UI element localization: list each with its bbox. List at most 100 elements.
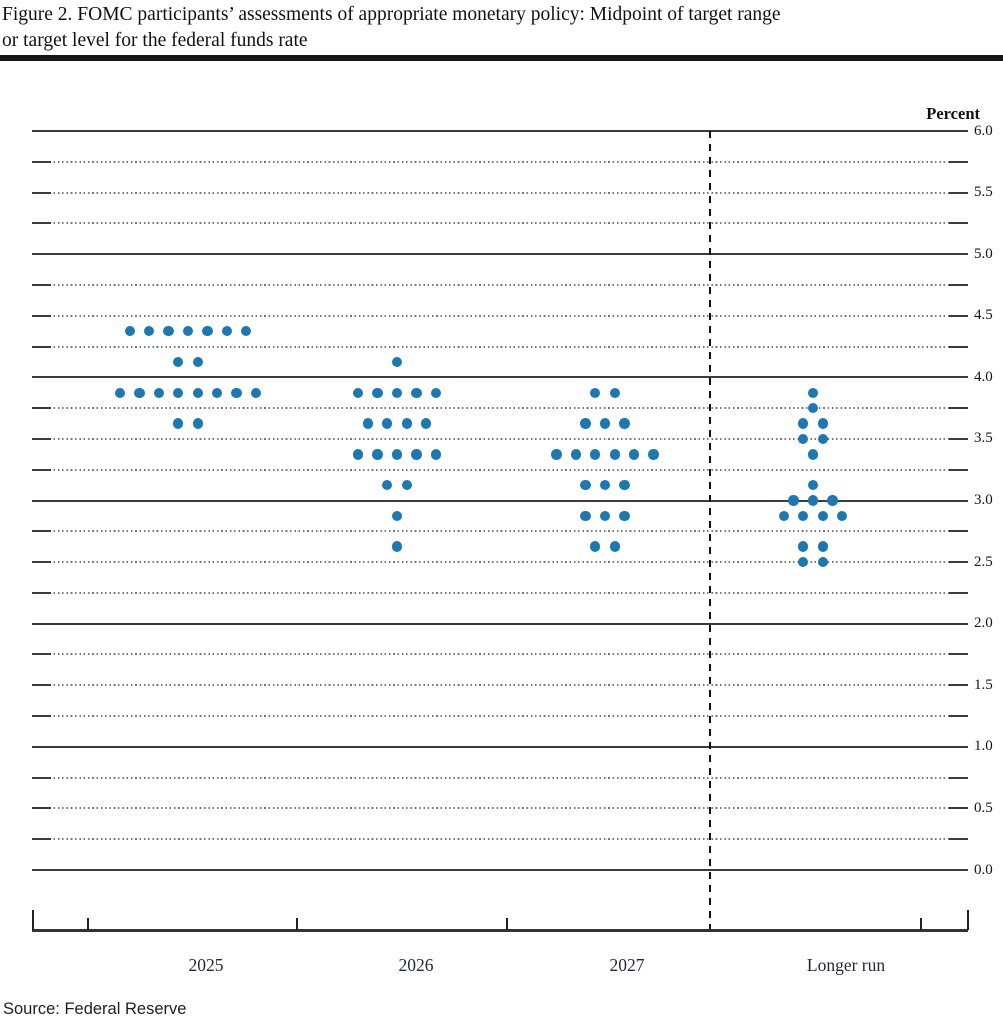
x-axis-tick xyxy=(32,910,35,930)
projection-dot xyxy=(231,387,242,398)
projection-dot xyxy=(551,449,562,460)
projection-dot xyxy=(836,510,848,522)
projection-dot xyxy=(173,356,184,368)
projection-dot xyxy=(401,479,412,491)
projection-dot xyxy=(648,449,659,460)
y-axis-tick-label: 5.5 xyxy=(974,184,993,201)
gridline-dotted xyxy=(32,407,968,410)
gridline-end-tick xyxy=(32,160,51,163)
projection-dot xyxy=(590,449,601,460)
gridline-end-tick xyxy=(32,314,51,317)
projection-dot xyxy=(599,418,611,429)
x-axis-tick xyxy=(506,918,509,930)
projection-dot xyxy=(599,510,611,522)
y-axis-tick-label: 4.0 xyxy=(974,368,993,385)
gridline-end-tick xyxy=(949,561,968,564)
projection-dot xyxy=(250,387,262,398)
projection-dot xyxy=(192,356,203,368)
gridline-end-tick xyxy=(949,437,968,440)
y-axis-tick-label: 0.5 xyxy=(974,799,993,816)
gridline-end-tick xyxy=(949,776,968,779)
projection-dot xyxy=(798,433,809,445)
projection-dot xyxy=(382,418,393,429)
projection-dot xyxy=(778,510,790,522)
gridline-dotted xyxy=(32,160,968,163)
gridline-dotted xyxy=(32,437,968,440)
gridline-dotted xyxy=(32,838,968,841)
gridline-end-tick xyxy=(949,407,968,410)
projection-dot xyxy=(420,418,432,429)
gridline-solid xyxy=(32,499,968,502)
gridline-solid xyxy=(32,253,968,256)
x-axis-category-label: Longer run xyxy=(806,955,886,975)
longer-run-separator-line xyxy=(709,131,712,932)
projection-dot xyxy=(807,479,819,491)
gridline-end-tick xyxy=(32,407,51,410)
gridline-end-tick xyxy=(32,345,51,348)
projection-dot xyxy=(807,387,819,398)
projection-dot xyxy=(807,449,819,460)
projection-dot xyxy=(590,387,601,398)
projection-dot xyxy=(163,325,174,337)
projection-dot xyxy=(153,387,165,398)
gridline-dotted xyxy=(32,776,968,779)
gridline-dotted xyxy=(32,715,968,718)
projection-dot xyxy=(372,387,383,398)
projection-dot xyxy=(817,541,828,552)
projection-dot xyxy=(609,387,620,398)
gridline-dotted xyxy=(32,314,968,317)
projection-dot xyxy=(401,418,412,429)
projection-dot xyxy=(599,479,611,491)
projection-dot xyxy=(391,387,403,398)
gridline-end-tick xyxy=(32,222,51,225)
gridline-end-tick xyxy=(949,838,968,841)
projection-dot xyxy=(391,541,403,552)
projection-dot xyxy=(144,325,155,337)
projection-dot xyxy=(182,325,194,337)
gridline-end-tick xyxy=(949,283,968,286)
projection-dot xyxy=(211,387,223,398)
gridline-end-tick xyxy=(32,838,51,841)
x-axis-tick xyxy=(87,918,90,930)
gridline-end-tick xyxy=(32,437,51,440)
gridline-end-tick xyxy=(949,345,968,348)
gridline-end-tick xyxy=(949,160,968,163)
projection-dot xyxy=(411,387,422,398)
gridline-end-tick xyxy=(32,684,51,687)
projection-dot xyxy=(619,479,630,491)
projection-dot xyxy=(619,418,630,429)
y-axis-tick-label: 1.5 xyxy=(974,676,993,693)
projection-dot xyxy=(391,449,403,460)
projection-dot xyxy=(580,510,591,522)
projection-dot xyxy=(411,449,422,460)
projection-dot xyxy=(241,325,252,337)
projection-dot xyxy=(817,510,828,522)
figure-title: Figure 2. FOMC participants’ assessments… xyxy=(2,2,1003,54)
y-axis-tick-label: 0.0 xyxy=(974,861,993,878)
gridline-end-tick xyxy=(949,530,968,533)
y-axis-tick-label: 3.0 xyxy=(974,492,993,508)
gridline-dotted xyxy=(32,530,968,533)
gridline-end-tick xyxy=(949,468,968,471)
gridline-end-tick xyxy=(949,807,968,810)
x-axis-category-label: 2025 xyxy=(188,955,224,975)
projection-dot xyxy=(798,510,809,522)
projection-dot xyxy=(827,495,838,506)
gridline-solid xyxy=(32,130,968,132)
projection-dot xyxy=(372,449,383,460)
gridline-end-tick xyxy=(949,191,968,194)
gridline-dotted xyxy=(32,283,968,286)
gridline-solid xyxy=(32,869,968,872)
projection-dot xyxy=(192,387,203,398)
gridline-solid xyxy=(32,745,968,748)
y-axis-tick-label: 6.0 xyxy=(974,122,993,139)
projection-dot xyxy=(192,418,203,429)
projection-dot xyxy=(817,556,828,568)
gridline-solid xyxy=(32,376,968,379)
gridline-dotted xyxy=(32,591,968,594)
gridline-dotted xyxy=(32,684,968,687)
gridline-end-tick xyxy=(949,314,968,317)
projection-dot xyxy=(807,495,819,506)
projection-dot xyxy=(788,495,799,506)
projection-dot xyxy=(362,418,374,429)
